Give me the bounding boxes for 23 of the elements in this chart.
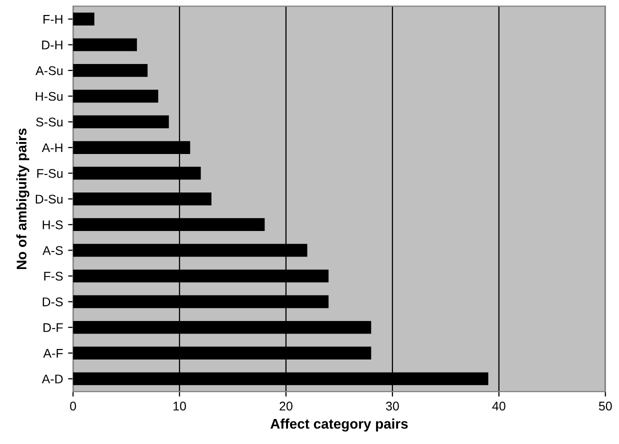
y-tick-label: D-S	[42, 297, 63, 306]
y-tick-label: A-Su	[36, 66, 62, 76]
x-tick-label: 40	[492, 402, 506, 411]
x-axis-title: Affect category pairs	[270, 418, 408, 432]
y-tick-label: A-D	[42, 374, 63, 384]
y-tick-label: H-Su	[36, 92, 62, 101]
y-tick-label: D-Su	[36, 194, 62, 204]
y-tick-label: A-H	[42, 143, 62, 152]
x-tick-label: 20	[280, 402, 292, 411]
y-tick-label: H-S	[42, 220, 63, 230]
y-tick-label: F-S	[44, 272, 63, 281]
y-tick-label: A-S	[42, 246, 63, 255]
x-tick-label: 10	[174, 402, 186, 411]
y-tick-label: D-F	[44, 323, 63, 332]
y-tick-label: F-Su	[37, 169, 62, 178]
y-tick-label: F-H	[44, 14, 62, 24]
x-tick-label: 30	[386, 402, 399, 411]
y-tick-label: A-F	[43, 349, 63, 358]
y-tick-label: S-Su	[36, 118, 62, 126]
y-tick-label: D-H	[42, 40, 62, 50]
x-tick-label: 0	[70, 402, 76, 411]
y-axis-title: No of ambiguity pairs	[16, 128, 30, 269]
x-tick-label: 50	[598, 402, 612, 411]
